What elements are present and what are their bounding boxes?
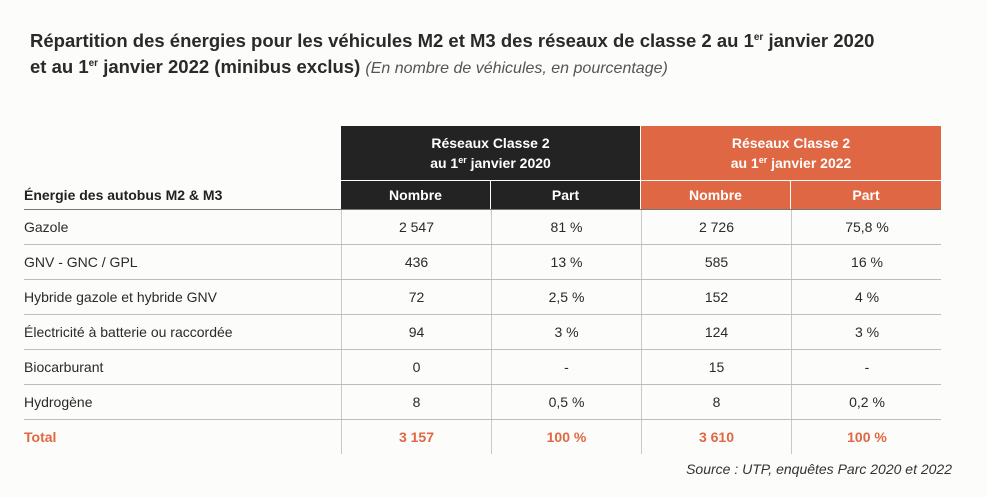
column-header-row: Énergie des autobus M2 & M3	[24, 181, 941, 210]
part-2022-cell: -	[791, 350, 942, 384]
table-row: Gazole 2 547 81 % 2 726 75,8 %	[24, 210, 941, 245]
nombre-2022-cell: 2 726	[641, 210, 791, 244]
nombre-2022-cell: 124	[641, 315, 791, 349]
total-nombre-2020-cell: 3 157	[341, 420, 491, 454]
total-row: Total 3 157 100 % 3 610 100 %	[24, 420, 941, 454]
energy-table: Gazole 2 547 81 % 2 726 75,8 % GNV - GNC / GP…	[24, 210, 941, 454]
part-2022-cell: 0,2 %	[791, 385, 942, 419]
table-row: Électricité à batterie ou raccordée 94 3 %…	[24, 315, 941, 350]
nombre-2020-cell: 8	[341, 385, 491, 419]
energy-cell: GNV - GNC / GPL	[24, 254, 138, 270]
col-header-nombre-2022: Nombre	[641, 181, 790, 209]
part-2022-cell: 3 %	[791, 315, 942, 349]
table-row: Hybride gazole et hybride GNV 72 2,5 % 152 4…	[24, 280, 941, 315]
col-header-part-2022: Part	[791, 181, 941, 209]
row-header-label: Énergie des autobus M2 & M3	[24, 187, 223, 203]
nombre-2020-cell: 436	[341, 245, 491, 279]
part-2020-cell: 13 %	[491, 245, 641, 279]
table-row: Hydrogène 8 0,5 % 8 0,2 %	[24, 385, 941, 420]
part-2020-cell: -	[491, 350, 641, 384]
table-row: Biocarburant 0-15-	[24, 350, 941, 385]
part-2020-cell: 0,5 %	[491, 385, 641, 419]
total-part-2022-cell: 100 %	[791, 420, 942, 454]
nombre-2022-cell: 152	[641, 280, 791, 314]
nombre-2020-cell: 72	[341, 280, 491, 314]
total-nombre-2022-cell: 3 610	[641, 420, 791, 454]
part-2020-cell: 3 %	[491, 315, 641, 349]
source-note: Source : UTP, enquêtes Parc 2020 et 2022	[686, 461, 952, 477]
total-energy-cell: Total	[24, 429, 57, 445]
part-2020-cell: 81 %	[491, 210, 641, 244]
nombre-2022-cell: 15	[641, 350, 791, 384]
nombre-2022-cell: 8	[641, 385, 791, 419]
group-header-2020: Réseaux Classe 2 au 1er janvier 2020	[341, 126, 640, 180]
part-2022-cell: 16 %	[791, 245, 942, 279]
nombre-2020-cell: 0	[341, 350, 491, 384]
energy-cell: Hydrogène	[24, 394, 93, 410]
col-header-part-2020: Part	[491, 181, 640, 209]
table-row: GNV - GNC / GPL 436 13 % 585 16 %	[24, 245, 941, 280]
group-header-2022: Réseaux Classe 2 au 1er janvier 2022	[641, 126, 941, 180]
part-2022-cell: 75,8 %	[791, 210, 942, 244]
col-header-nombre-2020: Nombre	[341, 181, 490, 209]
nombre-2020-cell: 94	[341, 315, 491, 349]
energy-cell: Électricité à batterie ou raccordée	[24, 324, 233, 340]
energy-cell: Hybride gazole et hybride GNV	[24, 289, 217, 305]
table-title: Répartition des énergies pour les véhicu…	[30, 30, 875, 77]
part-2022-cell: 4 %	[791, 280, 942, 314]
nombre-2020-cell: 2 547	[341, 210, 491, 244]
part-2020-cell: 2,5 %	[491, 280, 641, 314]
total-part-2020-cell: 100 %	[491, 420, 641, 454]
nombre-2022-cell: 585	[641, 245, 791, 279]
energy-cell: Biocarburant	[24, 359, 104, 375]
table-subtitle: (En nombre de véhicules, en pourcentage)	[365, 60, 668, 77]
energy-cell: Gazole	[24, 219, 69, 235]
